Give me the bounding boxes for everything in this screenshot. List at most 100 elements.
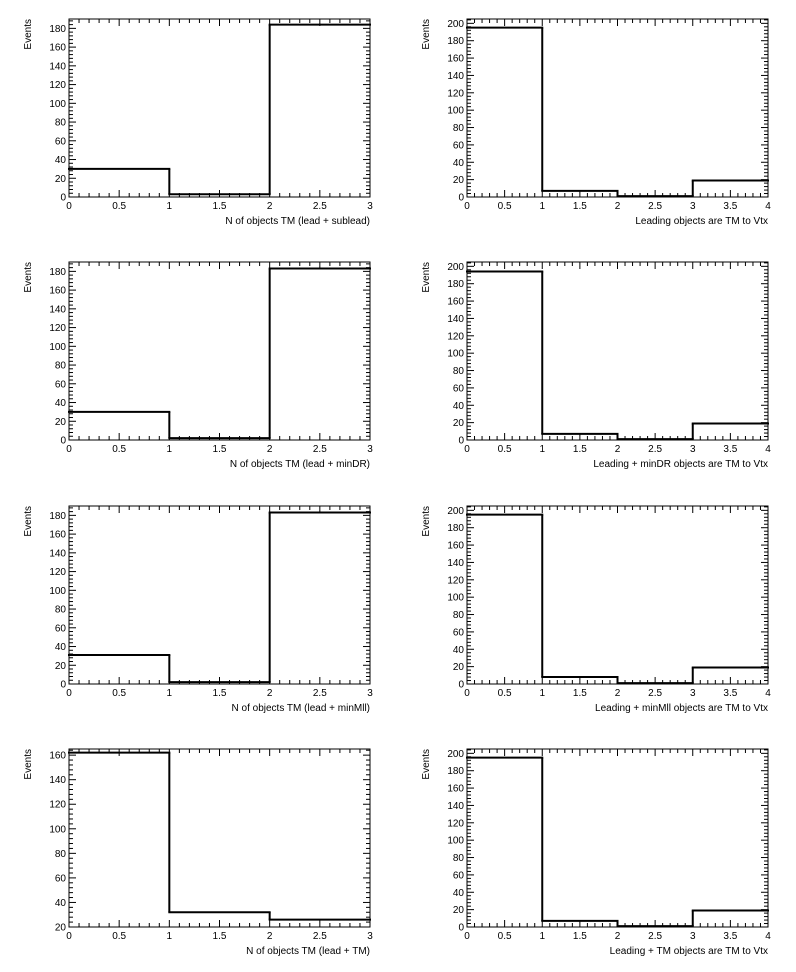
y-tick-label: 0 — [60, 680, 66, 691]
x-tick-label: 2 — [267, 688, 273, 699]
y-axis-title: Events — [23, 19, 34, 50]
y-tick-label: 120 — [447, 818, 464, 829]
x-tick-label: 0.5 — [112, 201, 126, 212]
y-tick-label: 160 — [49, 286, 66, 297]
y-tick-label: 140 — [49, 775, 66, 786]
plot-frame — [466, 18, 769, 198]
y-tick-label: 20 — [55, 174, 67, 185]
x-tick-label: 2 — [615, 444, 621, 455]
x-tick-label: 1.5 — [573, 688, 587, 699]
histogram-panel-8: 0 0.5 1 1.5 2 2.5 3 3.5 402040608010012014016018… — [421, 748, 771, 957]
histogram-panel-4: 0 0.5 1 1.5 2 2.5 3 3.5 402040608010012014016018… — [421, 261, 771, 470]
y-tick-label: 180 — [49, 24, 66, 35]
y-tick-label: 140 — [447, 71, 464, 82]
y-tick-label: 60 — [55, 873, 67, 884]
y-tick-label: 100 — [49, 824, 66, 835]
y-tick-label: 60 — [55, 379, 67, 390]
y-tick-label: 0 — [458, 923, 464, 934]
y-axis-title: Events — [421, 506, 432, 537]
x-tick-label: 2.5 — [313, 931, 327, 942]
y-tick-label: 140 — [49, 304, 66, 315]
x-tick-label: 2 — [267, 444, 273, 455]
y-tick-label: 100 — [49, 342, 66, 353]
x-tick-label: 3.5 — [723, 931, 737, 942]
x-tick-label: 1 — [539, 931, 545, 942]
y-tick-label: 40 — [453, 401, 465, 412]
x-tick-label: 1.5 — [213, 201, 227, 212]
y-tick-label: 40 — [55, 898, 67, 909]
x-tick-label: 1 — [539, 444, 545, 455]
x-tick-label: 1.5 — [573, 201, 587, 212]
y-tick-label: 20 — [55, 661, 67, 672]
y-tick-label: 0 — [60, 193, 66, 204]
plot-frame — [68, 261, 371, 441]
y-tick-label: 180 — [447, 766, 464, 777]
x-tick-label: 3.5 — [723, 688, 737, 699]
x-tick-label: 0.5 — [498, 688, 512, 699]
x-tick-label: 2.5 — [648, 444, 662, 455]
y-tick-label: 120 — [49, 323, 66, 334]
x-tick-label: 2.5 — [313, 201, 327, 212]
x-tick-label: 0.5 — [498, 931, 512, 942]
y-tick-label: 40 — [55, 398, 67, 409]
x-tick-label: 1.5 — [213, 688, 227, 699]
y-tick-label: 20 — [55, 417, 67, 428]
y-tick-label: 40 — [55, 155, 67, 166]
y-tick-label: 0 — [60, 436, 66, 447]
y-tick-label: 100 — [447, 106, 464, 117]
y-tick-label: 160 — [49, 43, 66, 54]
x-axis-title: Leading + minDR objects are TM to Vtx — [593, 459, 768, 470]
y-axis-title: Events — [421, 749, 432, 780]
y-tick-label: 120 — [49, 800, 66, 811]
y-tick-label: 180 — [447, 36, 464, 47]
y-tick-label: 0 — [458, 680, 464, 691]
y-tick-label: 80 — [453, 123, 465, 134]
x-tick-label: 1.5 — [573, 444, 587, 455]
y-tick-label: 80 — [55, 118, 67, 129]
x-tick-label: 0.5 — [498, 201, 512, 212]
x-tick-label: 3.5 — [723, 201, 737, 212]
x-tick-label: 3 — [367, 931, 373, 942]
x-tick-label: 3 — [690, 931, 696, 942]
y-tick-label: 60 — [55, 623, 67, 634]
x-axis-title: N of objects TM (lead + minMll) — [232, 703, 370, 714]
y-tick-label: 180 — [447, 523, 464, 534]
x-tick-label: 0 — [66, 201, 72, 212]
x-tick-label: 0 — [66, 444, 72, 455]
y-tick-label: 140 — [447, 801, 464, 812]
x-tick-label: 0.5 — [112, 688, 126, 699]
y-tick-label: 60 — [453, 870, 465, 881]
plot-frame — [68, 748, 371, 928]
y-tick-label: 80 — [55, 849, 67, 860]
plot-frame — [466, 261, 769, 441]
y-tick-label: 80 — [453, 366, 465, 377]
y-tick-label: 60 — [453, 627, 465, 638]
x-tick-label: 4 — [765, 688, 771, 699]
histogram-panel-2: 0 0.5 1 1.5 2 2.5 3 3.5 402040608010012014016018… — [421, 18, 771, 227]
x-axis-title: Leading + minMll objects are TM to Vtx — [595, 703, 768, 714]
y-tick-label: 80 — [453, 853, 465, 864]
y-tick-label: 140 — [49, 548, 66, 559]
x-axis-title: Leading objects are TM to Vtx — [635, 216, 768, 227]
histogram-panel-3: 0 0.5 1 1.5 2 2.5 3 0 20 40 60 80 100 120 140 160 180 N o… — [23, 261, 373, 470]
y-tick-label: 160 — [447, 541, 464, 552]
x-tick-label: 3 — [690, 444, 696, 455]
y-tick-label: 100 — [447, 593, 464, 604]
y-tick-label: 0 — [458, 193, 464, 204]
histogram-panel-6: 0 0.5 1 1.5 2 2.5 3 3.5 402040608010012014016018… — [421, 505, 771, 714]
x-tick-label: 2 — [267, 931, 273, 942]
y-tick-label: 20 — [453, 175, 465, 186]
x-tick-label: 2.5 — [648, 201, 662, 212]
x-tick-label: 3 — [367, 201, 373, 212]
y-tick-label: 100 — [49, 99, 66, 110]
y-tick-label: 60 — [453, 140, 465, 151]
x-tick-label: 1.5 — [213, 931, 227, 942]
x-tick-label: 3.5 — [723, 444, 737, 455]
x-tick-label: 1 — [539, 201, 545, 212]
x-tick-label: 0.5 — [112, 931, 126, 942]
y-tick-label: 200 — [447, 749, 464, 760]
x-tick-label: 1 — [539, 688, 545, 699]
y-tick-label: 180 — [49, 511, 66, 522]
x-tick-label: 2 — [267, 201, 273, 212]
